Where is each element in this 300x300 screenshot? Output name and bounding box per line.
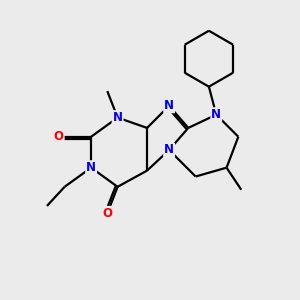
- Text: O: O: [54, 130, 64, 143]
- Text: N: N: [211, 108, 221, 121]
- Text: O: O: [102, 207, 112, 220]
- Text: N: N: [86, 161, 96, 174]
- Text: N: N: [164, 99, 174, 112]
- Text: N: N: [112, 111, 123, 124]
- Text: N: N: [164, 143, 174, 157]
